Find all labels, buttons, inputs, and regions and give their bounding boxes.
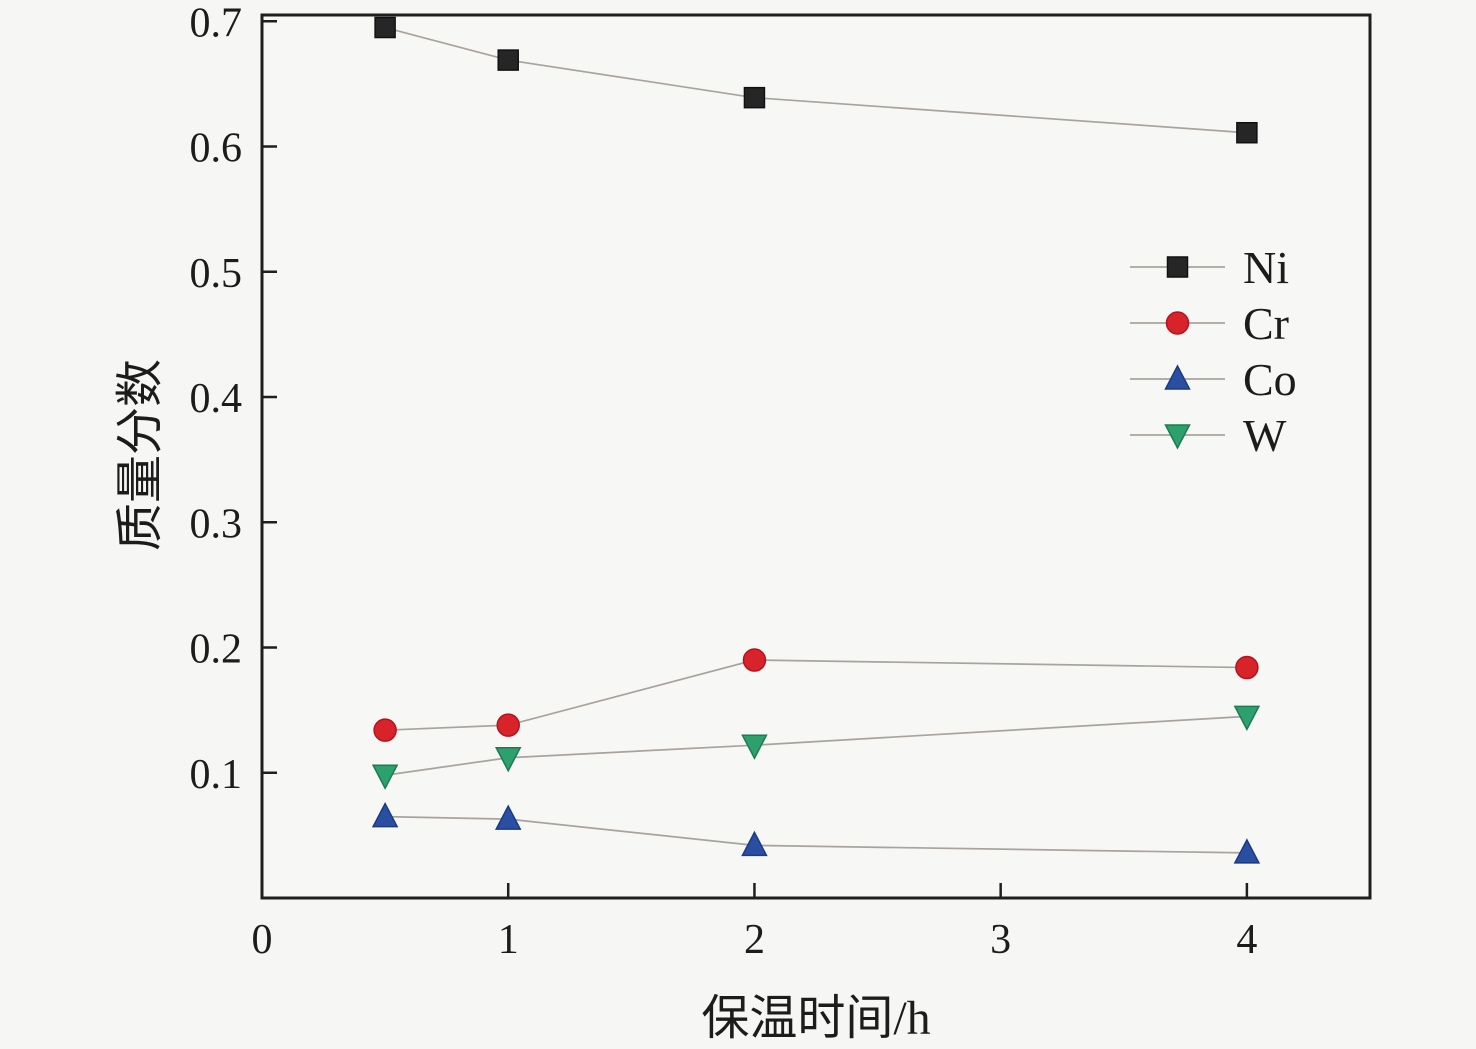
triangle-down-marker (741, 734, 768, 760)
series-line-Ni (384, 26, 1247, 134)
y-axis-title: 质量分数 (114, 358, 167, 552)
square-marker (497, 49, 519, 71)
y-tick-label: 0.7 (190, 0, 243, 46)
triangle-up-marker (741, 830, 768, 857)
triangle-up-marker (1233, 838, 1261, 864)
series-line-Cr (385, 659, 1247, 732)
series-line-Co (385, 815, 1247, 854)
x-tick-label: 0 (252, 917, 273, 963)
triangle-down-marker (1233, 705, 1261, 732)
y-tick-label: 0.5 (190, 251, 243, 297)
circle-marker (1165, 311, 1190, 335)
y-tick-label: 0.6 (190, 126, 243, 172)
y-tick-label: 0.2 (190, 627, 243, 673)
legend-item-Ni: Ni (1130, 242, 1289, 293)
triangle-down-marker (494, 746, 522, 773)
legend-item-W: W (1130, 410, 1287, 461)
series-line-W (384, 715, 1247, 777)
x-tick-label: 3 (990, 917, 1011, 963)
square-marker (1236, 121, 1258, 144)
plot-frame (260, 13, 1372, 900)
y-tick-label: 0.3 (190, 501, 243, 547)
triangle-up-marker (494, 804, 522, 830)
triangle-up-marker (371, 801, 399, 828)
x-tick-label: 1 (498, 917, 519, 963)
square-marker (1166, 256, 1189, 278)
circle-marker (496, 713, 520, 737)
square-marker (743, 86, 766, 109)
square-marker (374, 16, 396, 39)
series-Cr (373, 648, 1259, 742)
triangle-down-marker (1164, 424, 1191, 450)
legend-item-Co: Co (1130, 354, 1297, 405)
y-tick-label: 0.1 (190, 752, 243, 798)
legend-label: Co (1243, 354, 1297, 405)
x-tick-label: 2 (744, 917, 765, 963)
legend-item-Cr: Cr (1130, 298, 1289, 349)
legend-label: W (1243, 410, 1287, 461)
series-W (371, 705, 1261, 790)
circle-marker (373, 718, 397, 742)
triangle-up-marker (1164, 364, 1191, 390)
series-Co (371, 801, 1261, 864)
legend-label: Cr (1243, 298, 1289, 349)
y-tick-label: 0.4 (190, 376, 243, 422)
x-tick-label: 4 (1236, 917, 1257, 963)
circle-marker (742, 648, 767, 672)
triangle-down-marker (371, 764, 399, 790)
x-axis-title: 保温时间/h (701, 992, 931, 1045)
series-Ni (374, 16, 1258, 144)
legend-label: Ni (1243, 242, 1289, 293)
circle-marker (1235, 655, 1259, 680)
